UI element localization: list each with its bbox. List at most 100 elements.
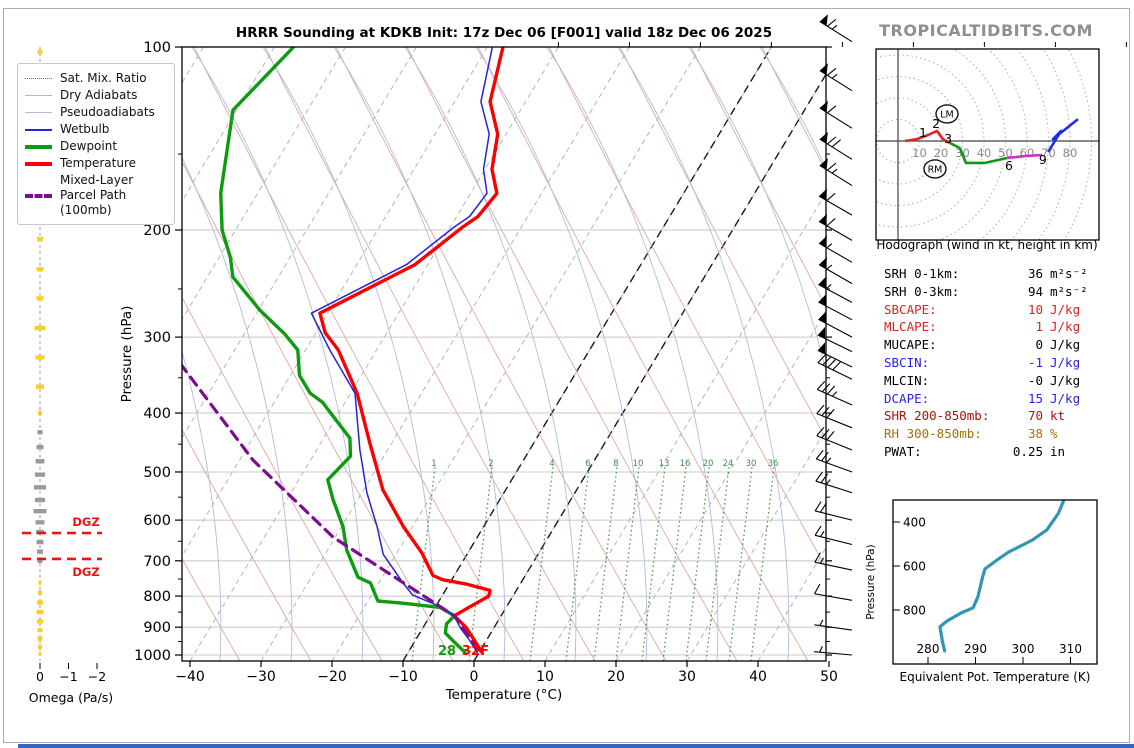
stat-row-mlcin: MLCIN: -0 J/kg bbox=[884, 372, 1081, 388]
svg-text:280: 280 bbox=[917, 642, 940, 656]
svg-text:500: 500 bbox=[143, 465, 171, 481]
svg-text:60: 60 bbox=[1020, 146, 1035, 160]
wind-barb bbox=[819, 100, 853, 129]
legend-item-temperature: Temperature bbox=[25, 156, 168, 171]
figure-frame bbox=[3, 8, 1134, 748]
svg-text:0: 0 bbox=[36, 669, 44, 684]
temperature-swatch-icon bbox=[25, 161, 52, 166]
page-title: HRRR Sounding at KDKB Init: 17z Dec 06 [… bbox=[235, 25, 773, 41]
svg-text:36: 36 bbox=[768, 459, 779, 469]
wind-barb bbox=[815, 449, 853, 473]
svg-text:2: 2 bbox=[488, 459, 493, 469]
hodograph-caption: Hodograph (wind in kt, height in km) bbox=[876, 238, 1098, 252]
svg-text:2: 2 bbox=[932, 116, 940, 131]
watermark-text: TROPICALTIDBITS.COM bbox=[879, 21, 1093, 40]
thetae-x-axis-label: Equivalent Pot. Temperature (K) bbox=[899, 670, 1091, 684]
surface-temperature-label: 32F bbox=[462, 644, 489, 659]
thetae-y-axis-label: Pressure (hPa) bbox=[865, 544, 877, 620]
stat-row-srh-0-1km: SRH 0-1km: 36 m²s⁻² bbox=[884, 266, 1088, 281]
stat-row-shr-200-850mb: SHR 200-850mb: 70 kt bbox=[884, 408, 1066, 424]
svg-text:300: 300 bbox=[143, 330, 171, 346]
skewt-y-axis-label: Pressure (hPa) bbox=[119, 305, 135, 403]
stat-row-mlcape: MLCAPE: 1 J/kg bbox=[884, 319, 1081, 335]
wind-barb bbox=[818, 188, 853, 216]
omega-bar bbox=[35, 520, 45, 525]
skewt-background bbox=[182, 47, 826, 661]
omega-bar bbox=[35, 458, 45, 464]
sat-mix-ratio-swatch-icon bbox=[25, 78, 52, 79]
svg-text:200: 200 bbox=[143, 223, 171, 239]
svg-text:70: 70 bbox=[1041, 146, 1056, 160]
curve-mixed-layer-parcel-path-100mb- bbox=[182, 363, 481, 654]
mixing-ratio-labels: 1 2 4 6 8 10 13 16 20 24 30 36 bbox=[431, 459, 778, 469]
legend-item-dry-adiabats: Dry Adiabats bbox=[25, 88, 168, 103]
svg-text:20: 20 bbox=[934, 146, 949, 160]
wind-barb bbox=[818, 311, 853, 338]
svg-text:20: 20 bbox=[703, 459, 714, 469]
svg-text:50: 50 bbox=[820, 669, 838, 685]
svg-text:10: 10 bbox=[536, 669, 554, 685]
stat-row-srh-0-3km: SRH 0-3km: 94 m²s⁻² bbox=[884, 283, 1088, 299]
omega-bar bbox=[37, 619, 43, 624]
wind-barb bbox=[819, 131, 853, 160]
wind-barb bbox=[814, 525, 853, 546]
wind-barb bbox=[817, 326, 853, 353]
wind-barb bbox=[819, 14, 853, 43]
svg-text:3: 3 bbox=[944, 131, 952, 146]
svg-text:6: 6 bbox=[585, 459, 590, 469]
hodograph-trace-1-6km bbox=[947, 140, 1008, 165]
omega-bar bbox=[36, 609, 44, 615]
omega-bar bbox=[38, 410, 42, 416]
omega-bar bbox=[37, 600, 43, 605]
pseudoadiabats-swatch-icon bbox=[25, 112, 52, 113]
svg-text:30: 30 bbox=[678, 669, 696, 685]
omega-bar bbox=[37, 636, 43, 641]
omega-panel: DGZ DGZ 0 −1 −2 bbox=[22, 47, 106, 684]
wind-barb bbox=[816, 426, 853, 451]
wind-barb bbox=[817, 342, 853, 368]
wind-barb bbox=[817, 354, 853, 380]
wind-barb bbox=[816, 404, 853, 429]
svg-text:1000: 1000 bbox=[134, 648, 171, 664]
svg-text:DGZ: DGZ bbox=[72, 515, 99, 529]
wind-barb bbox=[818, 235, 853, 263]
omega-bar bbox=[36, 384, 44, 389]
omega-bar bbox=[36, 296, 44, 301]
svg-text:−1: −1 bbox=[59, 669, 77, 684]
wind-barb bbox=[818, 213, 853, 241]
stat-row-sbcin: SBCIN: -1 J/kg bbox=[884, 354, 1081, 370]
mixing-ratio-lines bbox=[411, 466, 775, 661]
svg-text:6: 6 bbox=[1005, 158, 1013, 173]
omega-bar bbox=[36, 267, 44, 272]
svg-text:−10: −10 bbox=[388, 669, 418, 685]
svg-text:DGZ: DGZ bbox=[72, 565, 99, 579]
wind-barb bbox=[818, 276, 853, 303]
wind-barb bbox=[815, 471, 853, 494]
omega-bar bbox=[38, 644, 42, 650]
svg-text:24: 24 bbox=[723, 459, 734, 469]
wind-barb bbox=[818, 257, 853, 285]
svg-text:30: 30 bbox=[746, 459, 757, 469]
legend-item-dewpoint: Dewpoint bbox=[25, 139, 168, 154]
wetbulb-swatch-icon bbox=[25, 128, 52, 131]
omega-bar bbox=[37, 549, 43, 554]
omega-bar bbox=[37, 558, 43, 564]
hodograph-trace-6-9km bbox=[1006, 153, 1043, 160]
svg-text:1: 1 bbox=[431, 459, 436, 469]
stat-row-mucape: MUCAPE: 0 J/kg bbox=[884, 337, 1081, 353]
svg-text:10: 10 bbox=[912, 146, 927, 160]
svg-text:80: 80 bbox=[1063, 146, 1078, 160]
omega-bar bbox=[35, 355, 45, 360]
svg-text:−2: −2 bbox=[88, 669, 106, 684]
wind-barb bbox=[818, 294, 853, 321]
wind-barb bbox=[816, 381, 853, 406]
svg-text:20: 20 bbox=[607, 669, 625, 685]
svg-text:−40: −40 bbox=[175, 669, 205, 685]
svg-text:40: 40 bbox=[977, 146, 992, 160]
wind-barb bbox=[814, 646, 853, 656]
omega-bar bbox=[38, 651, 42, 656]
omega-bar bbox=[36, 539, 44, 545]
omega-bar bbox=[35, 472, 45, 477]
stat-row-rh-300-850mb: RH 300-850mb: 38% bbox=[884, 426, 1058, 442]
